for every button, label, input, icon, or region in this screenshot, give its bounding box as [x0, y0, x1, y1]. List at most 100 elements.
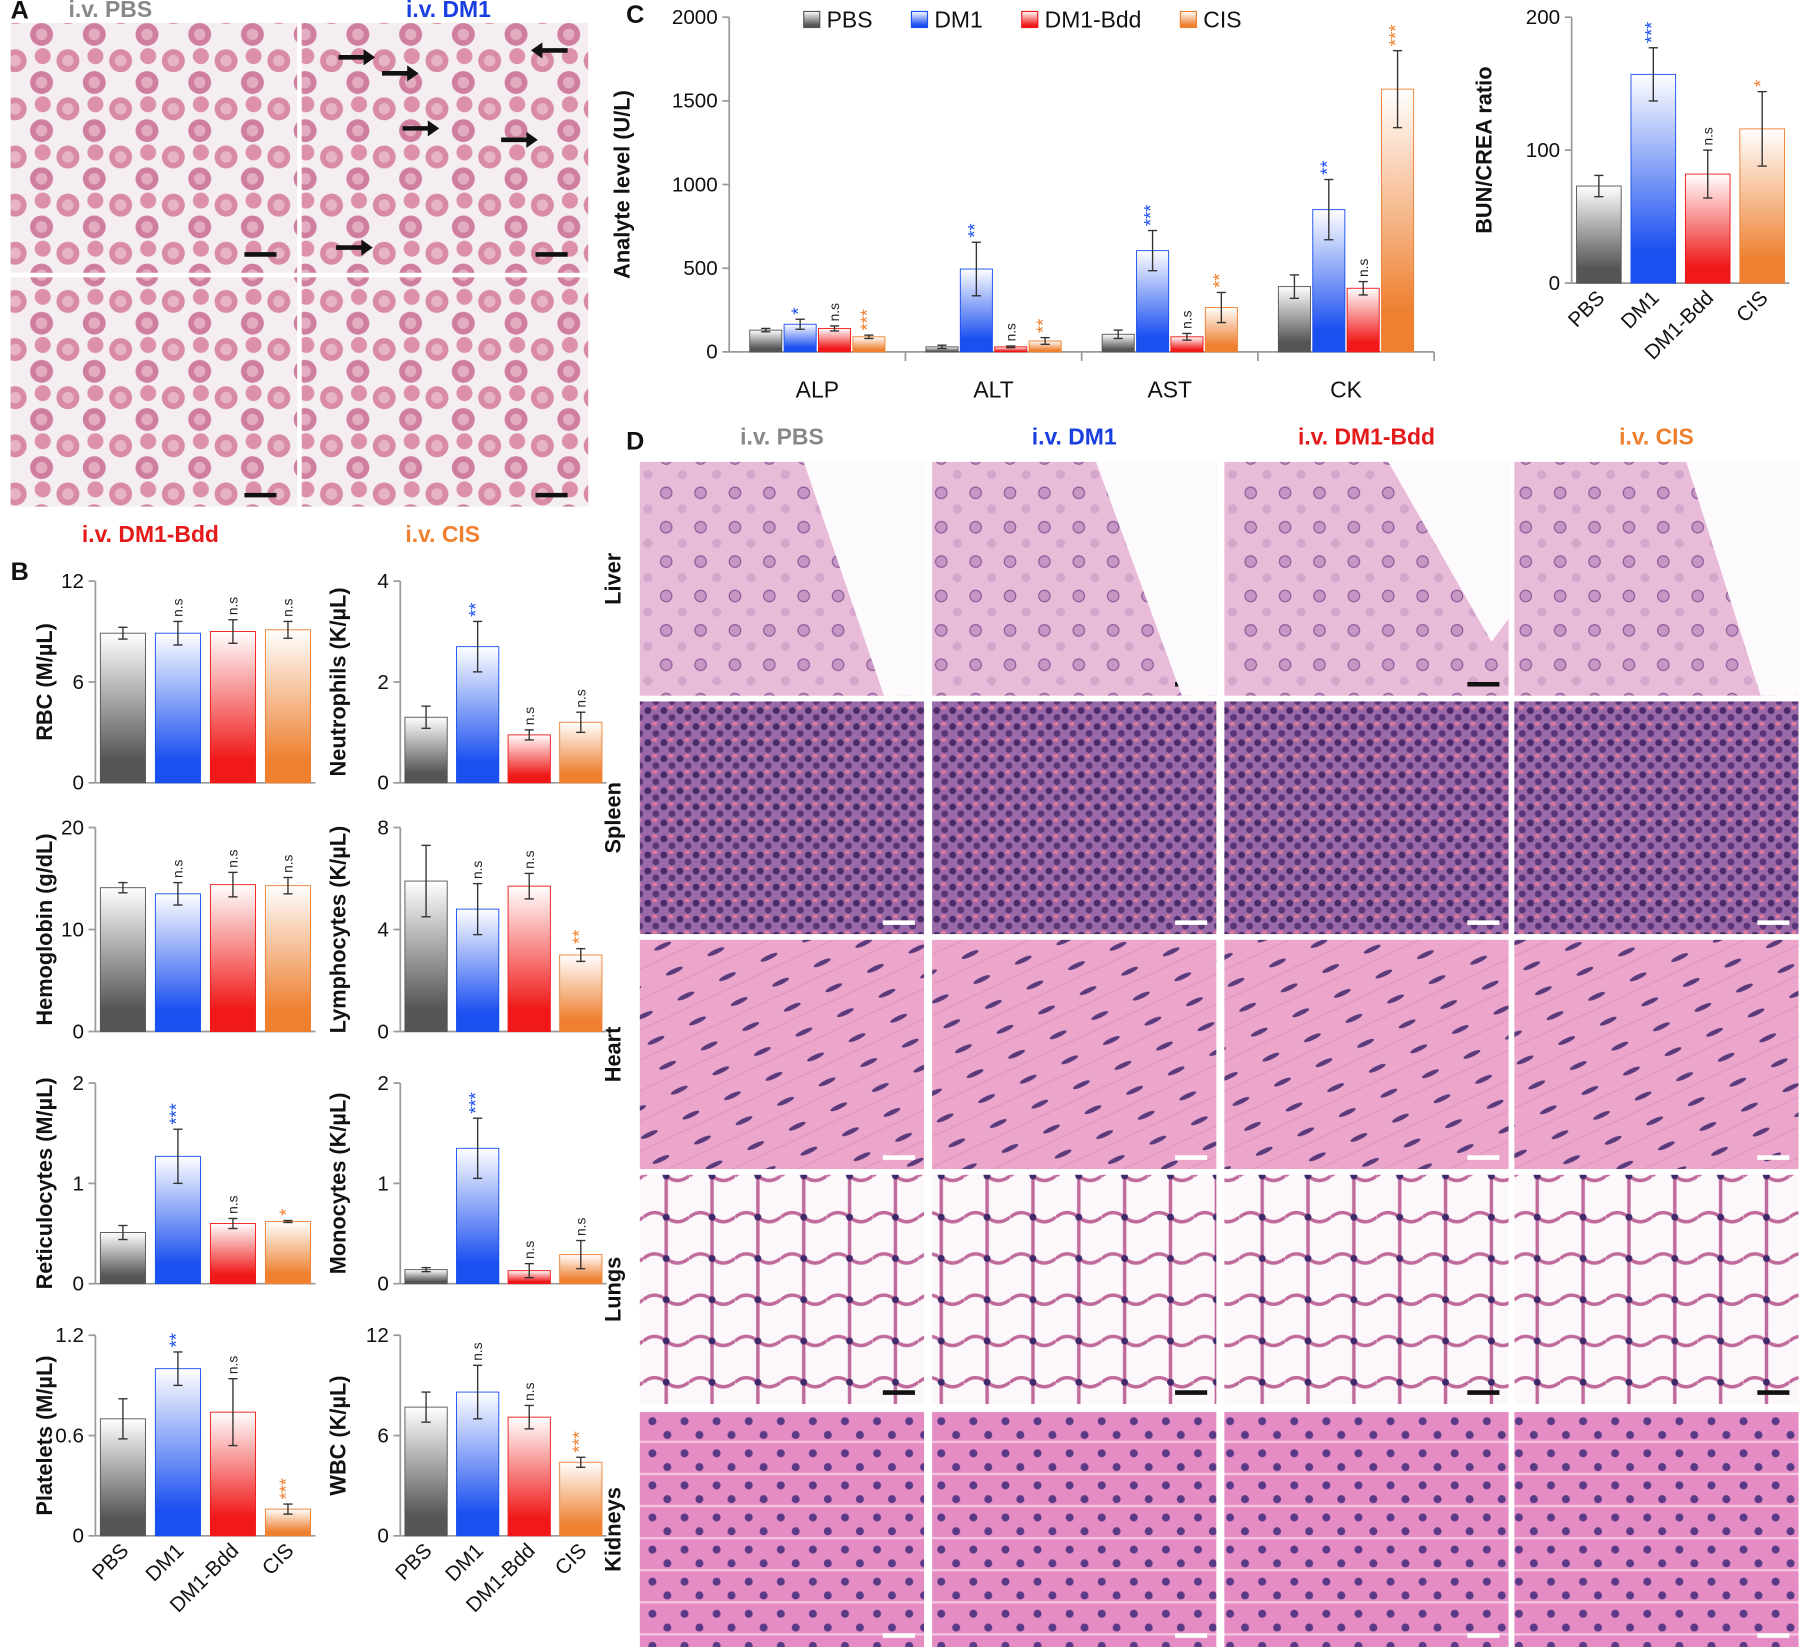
- legend-label: CIS: [1203, 7, 1241, 33]
- vessel: [1388, 461, 1509, 642]
- histology-grid: [639, 461, 1799, 1647]
- bar: [99, 632, 146, 784]
- significance: **: [568, 930, 589, 944]
- arrows: [336, 42, 568, 256]
- bar: [559, 954, 603, 1032]
- significance: n.s: [522, 850, 537, 868]
- tissue-label: Kidneys: [600, 1487, 625, 1572]
- smear-title: i.v. DM1: [406, 0, 491, 22]
- x-tick-label: DM1: [441, 1539, 488, 1586]
- y-axis-label: RBC (M/µL): [32, 623, 57, 741]
- x-tick-label: CK: [1330, 377, 1363, 403]
- significance: ***: [1641, 22, 1662, 43]
- y-tick-label: 1: [377, 1172, 388, 1195]
- bar: [264, 1221, 311, 1285]
- y-axis-label: Hemoglobin (g/dL): [32, 833, 57, 1025]
- y-tick-label: 0: [72, 1525, 83, 1548]
- smear-image: [10, 22, 298, 273]
- significance: ***: [1140, 205, 1161, 226]
- x-tick-label: PBS: [1564, 286, 1609, 331]
- significance: **: [1209, 274, 1230, 288]
- significance: n.s: [226, 597, 241, 615]
- legend-label: PBS: [827, 7, 873, 33]
- tissue-label: Spleen: [600, 782, 625, 853]
- significance: ***: [166, 1103, 187, 1124]
- y-tick-label: 200: [1526, 6, 1560, 29]
- vessel: [803, 461, 925, 696]
- y-axis-label: Analyte level (U/L): [610, 90, 635, 279]
- y-axis-label: Monocytes (K/µL): [325, 1092, 350, 1274]
- significance: n.s: [1180, 310, 1195, 328]
- legend-swatch: [910, 10, 929, 29]
- significance: **: [1033, 319, 1054, 333]
- histology-image: [1224, 701, 1509, 935]
- x-tick-label: ALP: [796, 377, 839, 403]
- significance: *: [276, 1209, 297, 1216]
- y-axis-label: BUN/CREA ratio: [1471, 67, 1496, 234]
- panel-label: A: [11, 0, 29, 24]
- smear-image: [301, 22, 589, 273]
- histology-title: i.v. PBS: [740, 424, 824, 450]
- y-axis-label: Reticulocytes (M/µL): [32, 1077, 57, 1289]
- histology-image: [1514, 939, 1799, 1170]
- smear-image: [10, 277, 298, 507]
- x-tick-label: DM1: [141, 1539, 188, 1586]
- y-axis-label: Neutrophils (K/µL): [325, 587, 350, 776]
- y-tick-label: 0: [377, 1273, 388, 1296]
- significance: n.s: [171, 860, 186, 878]
- bar: [209, 631, 256, 784]
- significance: ***: [276, 1478, 297, 1499]
- y-tick-label: 12: [366, 1324, 389, 1347]
- histology-image: [932, 939, 1217, 1170]
- y-tick-label: 0.6: [55, 1424, 84, 1447]
- layout: [10, 22, 1799, 1647]
- bar: [749, 329, 783, 353]
- x-tick-label: ALT: [973, 377, 1013, 403]
- significance: n.s: [281, 598, 296, 616]
- y-tick-label: 0: [72, 1273, 83, 1296]
- y-tick-label: 8: [377, 816, 388, 839]
- y-tick-label: 6: [72, 671, 83, 694]
- histology-image: [639, 701, 925, 935]
- y-tick-label: 0: [377, 772, 388, 795]
- x-tick-label: DM1: [1617, 286, 1664, 333]
- y-tick-label: 1000: [672, 173, 718, 196]
- significance: *: [788, 308, 809, 315]
- y-axis-label: WBC (K/µL): [325, 1375, 350, 1495]
- histology-title: i.v. DM1-Bdd: [1298, 424, 1435, 450]
- bar: [1381, 88, 1415, 353]
- significance: n.s: [827, 303, 842, 321]
- histology-title: i.v. CIS: [1619, 424, 1694, 450]
- y-tick-label: 2: [377, 671, 388, 694]
- significance: n.s: [1003, 323, 1018, 341]
- y-tick-label: 4: [377, 918, 388, 941]
- bar: [818, 327, 852, 353]
- significance: n.s: [522, 1382, 537, 1400]
- y-tick-label: 100: [1526, 139, 1560, 162]
- vessel: [1095, 461, 1217, 696]
- legend-label: DM1: [934, 7, 982, 33]
- y-tick-label: 2000: [672, 6, 718, 29]
- significance: n.s: [573, 1217, 588, 1235]
- y-axis-label: Lymphocytes (K/µL): [325, 826, 350, 1034]
- legend-swatch: [803, 10, 821, 29]
- y-tick-label: 0: [72, 772, 83, 795]
- x-tick-label: PBS: [391, 1539, 436, 1584]
- y-tick-label: 500: [683, 257, 717, 280]
- tissue-label: Heart: [600, 1027, 625, 1083]
- significance: n.s: [226, 849, 241, 867]
- significance: n.s: [171, 598, 186, 616]
- smear-image: [301, 277, 589, 507]
- significance: n.s: [226, 1195, 241, 1213]
- significance: n.s: [1700, 127, 1715, 145]
- histology-image: [932, 701, 1217, 935]
- smear-title: i.v. CIS: [405, 521, 480, 547]
- bar: [99, 887, 146, 1032]
- y-tick-label: 0: [377, 1525, 388, 1548]
- legend-swatch: [1021, 10, 1039, 29]
- x-tick-label: AST: [1147, 377, 1192, 403]
- bar: [209, 1223, 256, 1285]
- significance: n.s: [281, 854, 296, 872]
- bar: [264, 885, 311, 1032]
